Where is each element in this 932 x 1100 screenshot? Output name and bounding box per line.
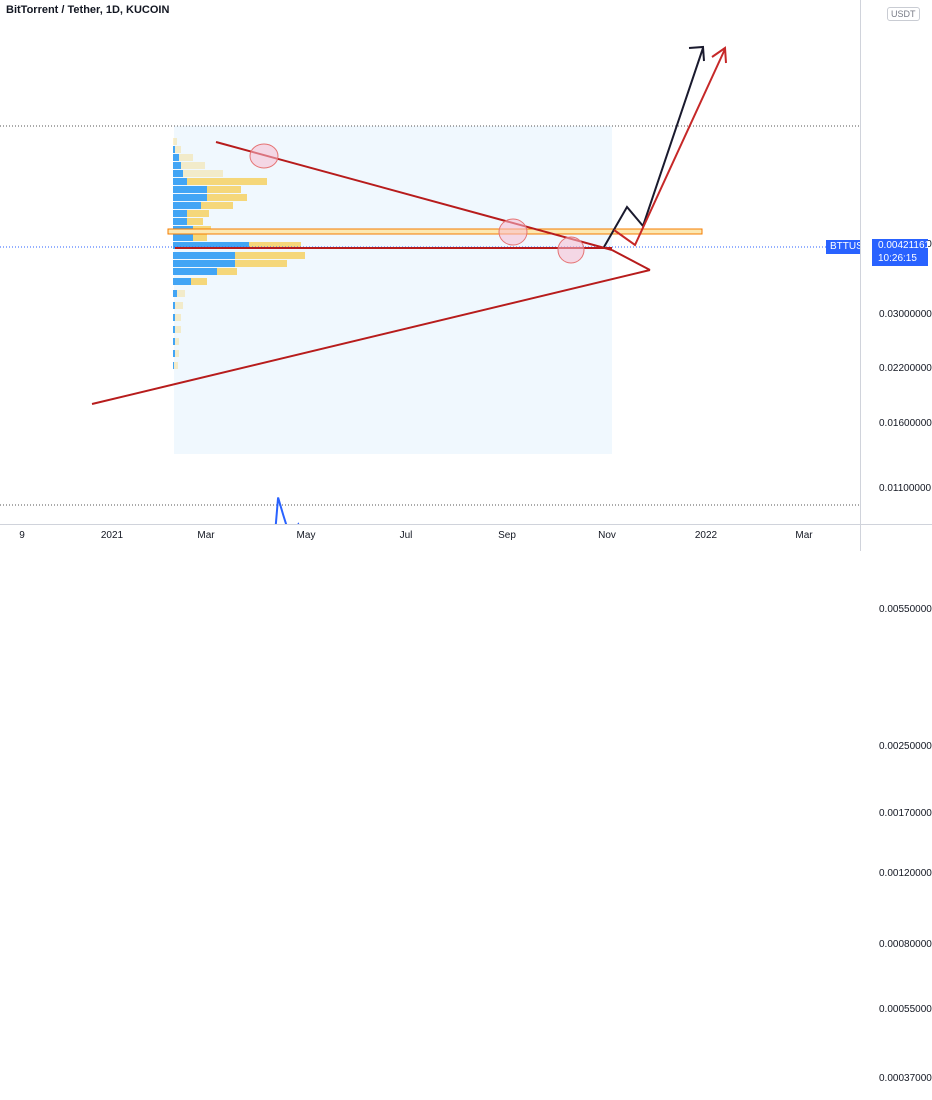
volume-profile-bar-buy xyxy=(173,302,175,309)
price-tick-label: 0.00250000 xyxy=(879,740,932,752)
volume-profile-bar-sell xyxy=(187,210,209,217)
price-line xyxy=(274,497,300,524)
volume-profile-bar-buy xyxy=(173,338,175,345)
volume-profile-bar-buy xyxy=(173,210,187,217)
volume-profile-bar-buy xyxy=(173,290,177,297)
time-tick-label: Jul xyxy=(399,530,413,541)
price-tick-label: 0.00170000 xyxy=(879,807,932,819)
volume-profile-bar-buy xyxy=(173,178,187,185)
projection-arrow-red-head xyxy=(711,46,727,64)
price-tick-label: 0.00550000 xyxy=(879,603,932,615)
bar-countdown: 10:26:15 xyxy=(878,253,917,264)
ascending-trendline xyxy=(91,269,651,405)
time-tick-label: 9 xyxy=(19,530,25,541)
volume-profile-bar-sell xyxy=(187,178,267,185)
price-tick-label: 0.01100000 xyxy=(879,483,932,495)
volume-profile-bar-sell xyxy=(179,154,193,161)
volume-profile-bar-buy xyxy=(173,234,193,241)
highlight-circle-1 xyxy=(249,143,279,169)
volume-profile-bar-sell xyxy=(207,194,247,201)
time-tick-label: Nov xyxy=(598,530,616,541)
price-tick-label: 0.00120000 xyxy=(879,868,932,880)
resistance-zone xyxy=(167,228,703,235)
price-tick-label: 0.03000000 xyxy=(879,309,932,321)
last-price-label: 0.00421161 10:26:15 xyxy=(872,239,931,266)
volume-profile-bar-sell xyxy=(175,146,181,153)
volume-profile-bar-sell xyxy=(173,138,177,145)
volume-profile-bar-buy xyxy=(173,194,207,201)
volume-profile-bar-sell xyxy=(217,268,237,275)
volume-profile-bar-buy xyxy=(173,162,181,169)
symbol-label: BTTUSDT xyxy=(826,240,860,254)
volume-profile-bar-buy xyxy=(173,350,175,357)
volume-profile-bar-sell xyxy=(187,218,203,225)
chart-canvas[interactable] xyxy=(0,0,860,524)
volume-profile-bar-sell xyxy=(201,202,233,209)
last-price-value: 0.00421161 xyxy=(878,240,931,251)
volume-profile-bar-buy xyxy=(173,186,207,193)
volume-profile-bar-buy xyxy=(173,218,187,225)
descending-trendline xyxy=(215,141,613,251)
time-tick-label: 2022 xyxy=(694,530,718,541)
volume-profile-bar-sell xyxy=(249,242,301,249)
volume-profile-bar-sell xyxy=(183,170,223,177)
time-tick-label: 2021 xyxy=(100,530,124,541)
volume-profile xyxy=(173,138,305,369)
volume-profile-bar-buy xyxy=(173,146,175,153)
volume-profile-bar-buy xyxy=(173,314,175,321)
volume-profile-bar-sell xyxy=(175,350,179,357)
projection-arrow-red xyxy=(613,48,726,247)
volume-profile-bar-sell xyxy=(235,252,305,259)
currency-badge[interactable]: USDT xyxy=(887,7,920,21)
volume-profile-bar-sell xyxy=(177,290,185,297)
volume-profile-bar-buy xyxy=(173,242,249,249)
volume-profile-bar-sell xyxy=(207,186,241,193)
visible-range-box xyxy=(174,126,612,454)
volume-profile-bar-buy xyxy=(173,326,175,333)
time-tick-label: May xyxy=(296,530,316,541)
volume-profile-bar-buy xyxy=(173,154,179,161)
trendline-apex-segment xyxy=(611,249,651,271)
price-tick-label: 0.01600000 xyxy=(879,418,932,430)
projection-arrow-black xyxy=(603,47,704,248)
volume-profile-bar-sell xyxy=(175,302,183,309)
volume-profile-bar-sell xyxy=(175,314,181,321)
volume-profile-bar-buy xyxy=(173,268,217,275)
time-axis[interactable]: 9 2021 Mar May Jul Sep Nov 2022 Mar xyxy=(0,524,860,551)
volume-profile-bar-sell xyxy=(191,278,207,285)
volume-profile-bar-sell xyxy=(175,338,179,345)
volume-profile-bar-sell xyxy=(174,362,178,369)
chart-area[interactable]: BitTorrent / Tether, 1D, KUCOIN BTTUSDT xyxy=(0,0,860,524)
volume-profile-bar-buy xyxy=(173,260,235,267)
projection-arrow-black-head xyxy=(688,45,705,62)
price-tick-label: 0.00037000 xyxy=(879,1072,932,1084)
volume-profile-bar-sell xyxy=(181,162,205,169)
time-tick-label: Mar xyxy=(197,530,215,541)
volume-profile-bar-sell xyxy=(193,234,207,241)
volume-profile-bar-buy xyxy=(173,170,183,177)
chart-title: BitTorrent / Tether, 1D, KUCOIN xyxy=(6,4,170,16)
volume-profile-bar-buy xyxy=(173,252,235,259)
price-tick-label: 0.02200000 xyxy=(879,363,932,375)
highlight-circle-2 xyxy=(498,218,528,246)
highlight-circle-3 xyxy=(557,236,585,264)
price-tick-label: 0.00080000 xyxy=(879,938,932,950)
volume-profile-bar-buy xyxy=(173,362,174,369)
time-tick-label: Mar xyxy=(795,530,813,541)
volume-profile-bar-sell xyxy=(175,326,181,333)
volume-profile-bar-buy xyxy=(173,278,191,285)
axis-corner xyxy=(860,524,932,551)
volume-profile-bar-buy xyxy=(173,202,201,209)
time-tick-label: Sep xyxy=(498,530,516,541)
volume-profile-bar-sell xyxy=(235,260,287,267)
price-tick-label: 0.00055000 xyxy=(879,1003,932,1015)
